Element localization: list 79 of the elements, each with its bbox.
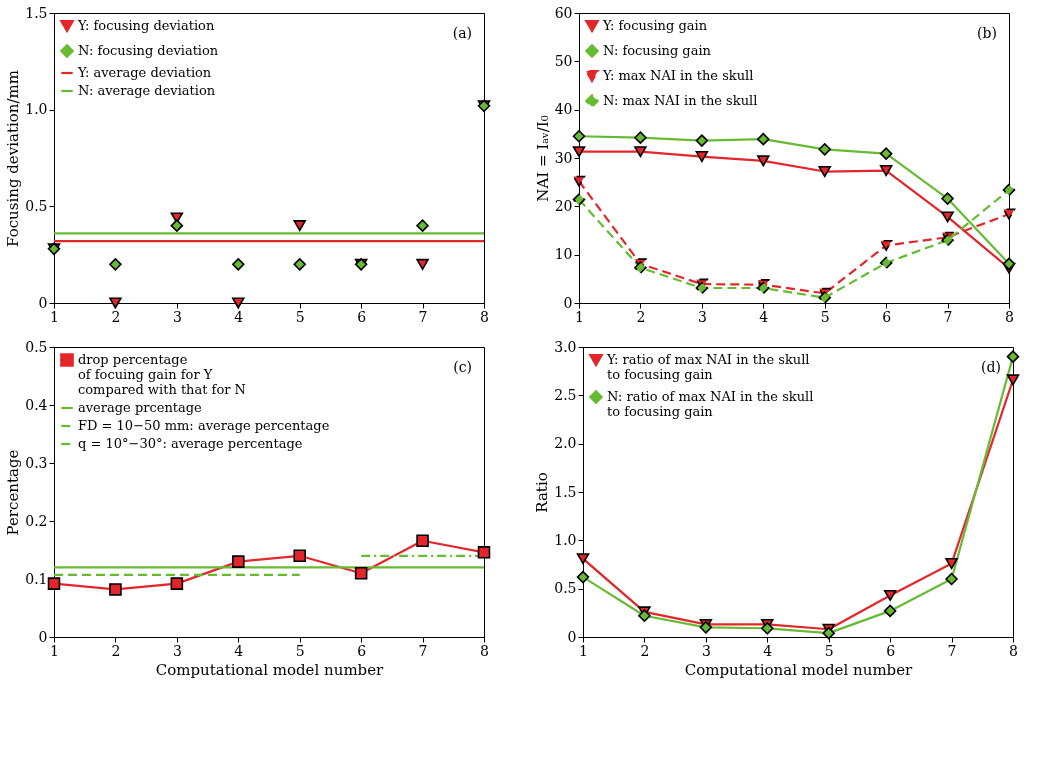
x-tick-label: 2 bbox=[111, 642, 121, 659]
y-tick-label: 30 bbox=[554, 149, 573, 166]
x-tick-label: 1 bbox=[50, 308, 59, 325]
annotation: (c) bbox=[453, 359, 472, 375]
annotation: (d) bbox=[981, 359, 1001, 375]
legend-label: N: focusing deviation bbox=[78, 43, 219, 58]
y-tick-label: 0.4 bbox=[25, 396, 48, 413]
x-tick-label: 7 bbox=[947, 642, 957, 659]
x-tick-label: 1 bbox=[579, 642, 588, 659]
x-tick-label: 2 bbox=[111, 308, 121, 325]
x-tick-label: 5 bbox=[295, 308, 305, 325]
x-tick-label: 4 bbox=[763, 642, 773, 659]
x-tick-label: 1 bbox=[575, 308, 584, 325]
y-axis-title: Focusing deviation/mm bbox=[4, 70, 23, 247]
legend-label: N: ratio of max NAI in the skull to focusing gain bbox=[607, 389, 814, 419]
legend-label: q = 10°−30°: average percentage bbox=[78, 436, 303, 451]
legend-label: FD = 10−50 mm: average percentage bbox=[78, 418, 330, 433]
legend-label: N: focusing gain bbox=[603, 43, 712, 58]
y-tick-label: 0.1 bbox=[25, 570, 48, 587]
y-tick-label: 0.5 bbox=[554, 580, 577, 597]
y-tick-label: 40 bbox=[554, 101, 573, 118]
y-tick-label: 0 bbox=[38, 294, 48, 311]
y-tick-label: 20 bbox=[554, 197, 573, 214]
x-tick-label: 3 bbox=[172, 308, 182, 325]
y-tick-label: 10 bbox=[554, 246, 573, 263]
x-tick-label: 6 bbox=[357, 642, 367, 659]
y-tick-label: 3.0 bbox=[554, 338, 577, 355]
y-tick-label: 0 bbox=[563, 294, 573, 311]
legend-label: Y: ratio of max NAI in the skull to focusing gain bbox=[606, 352, 810, 382]
x-tick-label: 7 bbox=[943, 308, 953, 325]
annotation: (b) bbox=[977, 25, 997, 41]
y-tick-label: 50 bbox=[554, 52, 573, 69]
y-tick-label: 0.5 bbox=[25, 338, 48, 355]
y-tick-label: 60 bbox=[554, 4, 573, 21]
legend-label: N: max NAI in the skull bbox=[603, 93, 758, 108]
x-axis-title: Computational model number bbox=[155, 660, 385, 679]
y-tick-label: 2.0 bbox=[554, 435, 577, 452]
x-tick-label: 3 bbox=[172, 642, 182, 659]
x-tick-label: 3 bbox=[697, 308, 707, 325]
x-tick-label: 8 bbox=[480, 642, 489, 659]
x-tick-label: 3 bbox=[701, 642, 711, 659]
x-tick-label: 6 bbox=[357, 308, 367, 325]
legend-label: Y: average deviation bbox=[77, 65, 212, 80]
x-tick-label: 8 bbox=[1009, 642, 1018, 659]
y-axis-title: Percentage bbox=[4, 449, 23, 536]
x-tick-label: 4 bbox=[234, 642, 244, 659]
x-tick-label: 8 bbox=[480, 308, 489, 325]
y-tick-label: 0.5 bbox=[25, 197, 48, 214]
y-axis-title: NAI = Iₐᵥ/I₀ bbox=[533, 115, 552, 202]
x-axis-title: Computational model number bbox=[684, 660, 914, 679]
y-tick-label: 1.5 bbox=[25, 4, 48, 21]
y-tick-label: 0 bbox=[567, 628, 577, 645]
x-tick-label: 5 bbox=[295, 642, 305, 659]
y-axis-title: Ratio bbox=[533, 472, 552, 513]
annotation: (a) bbox=[452, 25, 472, 41]
x-tick-label: 1 bbox=[50, 642, 59, 659]
x-tick-label: 2 bbox=[636, 308, 646, 325]
x-tick-label: 7 bbox=[418, 308, 428, 325]
y-tick-label: 0.2 bbox=[25, 512, 48, 529]
y-tick-label: 1.5 bbox=[554, 483, 577, 500]
legend-label: Y: focusing deviation bbox=[77, 18, 215, 33]
legend-label: Y: max NAI in the skull bbox=[602, 68, 754, 83]
x-tick-label: 6 bbox=[882, 308, 892, 325]
y-tick-label: 1.0 bbox=[25, 101, 48, 118]
x-tick-label: 4 bbox=[234, 308, 244, 325]
x-tick-label: 6 bbox=[886, 642, 896, 659]
y-tick-label: 0.3 bbox=[25, 454, 48, 471]
x-tick-label: 8 bbox=[1005, 308, 1014, 325]
legend-label: Y: focusing gain bbox=[602, 18, 708, 33]
legend-label: average prcentage bbox=[78, 400, 203, 415]
x-tick-label: 5 bbox=[820, 308, 830, 325]
x-tick-label: 4 bbox=[759, 308, 769, 325]
y-tick-label: 1.0 bbox=[554, 531, 577, 548]
x-tick-label: 2 bbox=[640, 642, 650, 659]
legend-label: N: average deviation bbox=[78, 83, 216, 98]
y-tick-label: 0 bbox=[38, 628, 48, 645]
y-tick-label: 2.5 bbox=[554, 386, 577, 403]
x-tick-label: 5 bbox=[824, 642, 834, 659]
x-tick-label: 7 bbox=[418, 642, 428, 659]
